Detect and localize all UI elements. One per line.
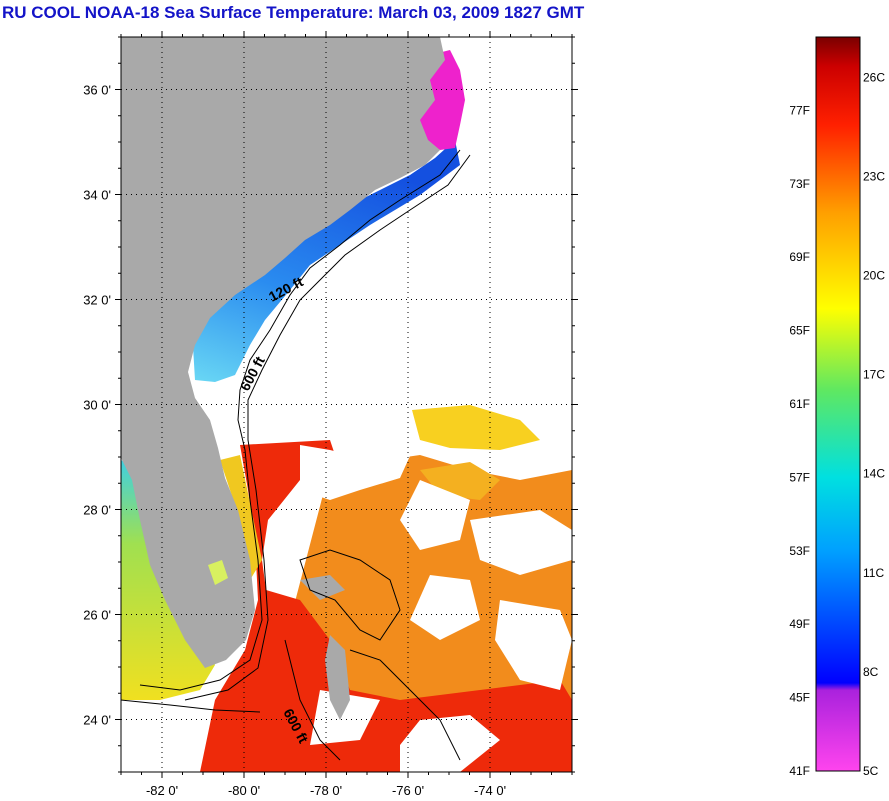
lat-tick-label: 24 0': [83, 713, 111, 728]
lat-tick-label: 34 0': [83, 188, 111, 203]
lat-tick-label: 32 0': [83, 293, 111, 308]
colorbar-c-label: 11C: [863, 566, 884, 580]
cloud-cover: [300, 445, 572, 772]
colorbar-c-label: 26C: [863, 70, 885, 84]
colorbar-f-label: 65F: [789, 324, 810, 338]
lat-tick-label: 26 0': [83, 608, 111, 623]
lon-tick-label: -82 0': [146, 783, 178, 798]
lon-tick-label: -78 0': [310, 783, 342, 798]
colorbar-fahrenheit-labels: 77F 73F 69F 65F 61F 57F 53F 49F 45F 41F: [789, 103, 810, 778]
colorbar-f-label: 69F: [789, 250, 810, 264]
colorbar-celsius-labels: 26C 23C 20C 17C 14C 11C 8C 5C: [863, 70, 885, 778]
lon-tick-label: -74 0': [474, 783, 506, 798]
colorbar-f-label: 57F: [789, 470, 810, 484]
colorbar-c-label: 17C: [863, 368, 885, 382]
colorbar-f-label: 61F: [789, 397, 810, 411]
lat-tick-label: 28 0': [83, 503, 111, 518]
shelf-cold-water: [192, 140, 460, 382]
colorbar-f-label: 53F: [789, 544, 810, 558]
latitude-axis: 36 0' 34 0' 32 0' 30 0' 28 0' 26 0' 24 0': [83, 83, 111, 728]
bathymetry-contours: [121, 149, 471, 761]
lon-tick-label: -80 0': [228, 783, 260, 798]
colorbar-c-label: 5C: [863, 764, 879, 778]
pamlico-sound: [410, 50, 465, 150]
longitude-axis: -82 0' -80 0' -78 0' -76 0' -74 0': [146, 783, 506, 798]
colorbar-f-label: 45F: [789, 691, 810, 705]
colorbar-f-label: 41F: [789, 764, 810, 778]
colorbar-f-label: 49F: [789, 617, 810, 631]
gulf-stream: [200, 440, 572, 772]
lat-tick-label: 36 0': [83, 83, 111, 98]
lon-tick-label: -76 0': [392, 783, 424, 798]
colorbar-c-label: 8C: [863, 665, 879, 679]
map-layers: [121, 37, 572, 772]
graticule: [115, 31, 578, 778]
bahamas-islands: [300, 575, 350, 720]
colorbar-c-label: 20C: [863, 269, 885, 283]
map-title: RU COOL NOAA-18 Sea Surface Temperature:…: [2, 3, 585, 22]
florida-coastal-water: [220, 455, 262, 580]
colorbar-f-label: 73F: [789, 177, 810, 191]
lake-okeechobee: [208, 560, 228, 585]
colorbar-c-label: 23C: [863, 169, 885, 183]
lat-tick-label: 30 0': [83, 398, 111, 413]
colorbar: [815, 36, 861, 772]
colorbar-c-label: 14C: [863, 467, 885, 481]
colorbar-f-label: 77F: [789, 103, 810, 117]
